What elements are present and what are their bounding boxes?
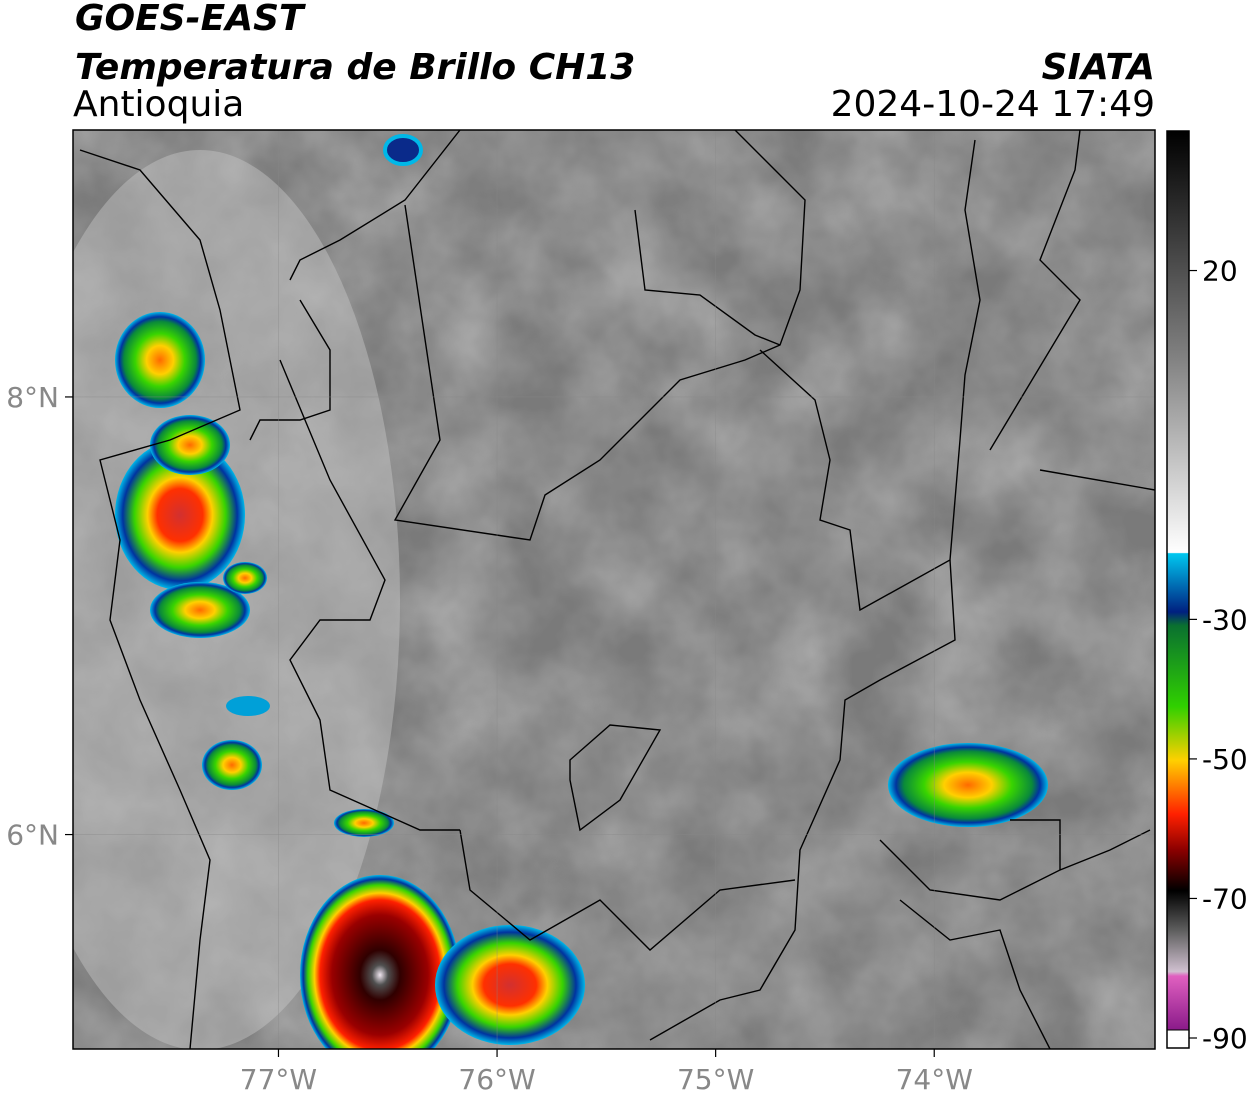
y-tick-label: 6°N [6,819,59,852]
coastline [249,299,331,441]
colorbar-tick-label: 20 [1202,255,1238,288]
convective-cell [115,440,245,590]
colorbar-frame [1166,130,1190,1049]
colorbar-tick-label: -50 [1202,743,1248,776]
convective-cell [150,582,250,638]
border [569,724,662,832]
agency: SIATA [1042,47,1155,88]
convective-cell [334,809,394,837]
datetime: 2024-10-24 17:49 [831,84,1155,125]
convective-cell [115,312,205,408]
satellite: GOES-EAST [75,0,306,39]
x-tick-label: 76°W [458,1063,535,1096]
colorbar-tick-label: -70 [1202,882,1248,915]
border [989,130,1081,451]
x-tick-label: 77°W [240,1063,317,1096]
colorbar-tick-label: -90 [1202,1022,1248,1055]
border [759,139,981,612]
borders [79,130,1155,1049]
border [459,829,796,951]
grid [73,130,1155,1049]
x-tick-label: 74°W [896,1063,973,1096]
y-tick-label: 8°N [6,381,59,414]
border [393,130,806,541]
border [879,819,1061,901]
product: Temperatura de Brillo CH13 [75,47,635,88]
coastline [79,149,241,1049]
border [634,209,781,346]
convective-cell [150,415,230,475]
convective-cell [383,134,423,166]
convective-cell [435,925,585,1045]
border [279,359,460,831]
map-image [73,130,1155,1049]
convective-cell [300,875,460,1049]
border [899,899,1051,1049]
convective-cell [226,696,270,716]
border [1039,469,1155,491]
region: Antioquia [73,84,244,125]
coastline [289,130,461,281]
colorbar [1167,131,1189,1030]
x-tick-label: 75°W [677,1063,754,1096]
convective-cell [223,562,267,594]
map-frame [72,129,1156,1050]
border [1059,829,1151,871]
border [649,559,956,1041]
colorbar-extension [1166,1029,1190,1049]
convective-cell [888,743,1048,827]
convective-cell [202,740,262,790]
colorbar-tick-label: -30 [1202,603,1248,636]
